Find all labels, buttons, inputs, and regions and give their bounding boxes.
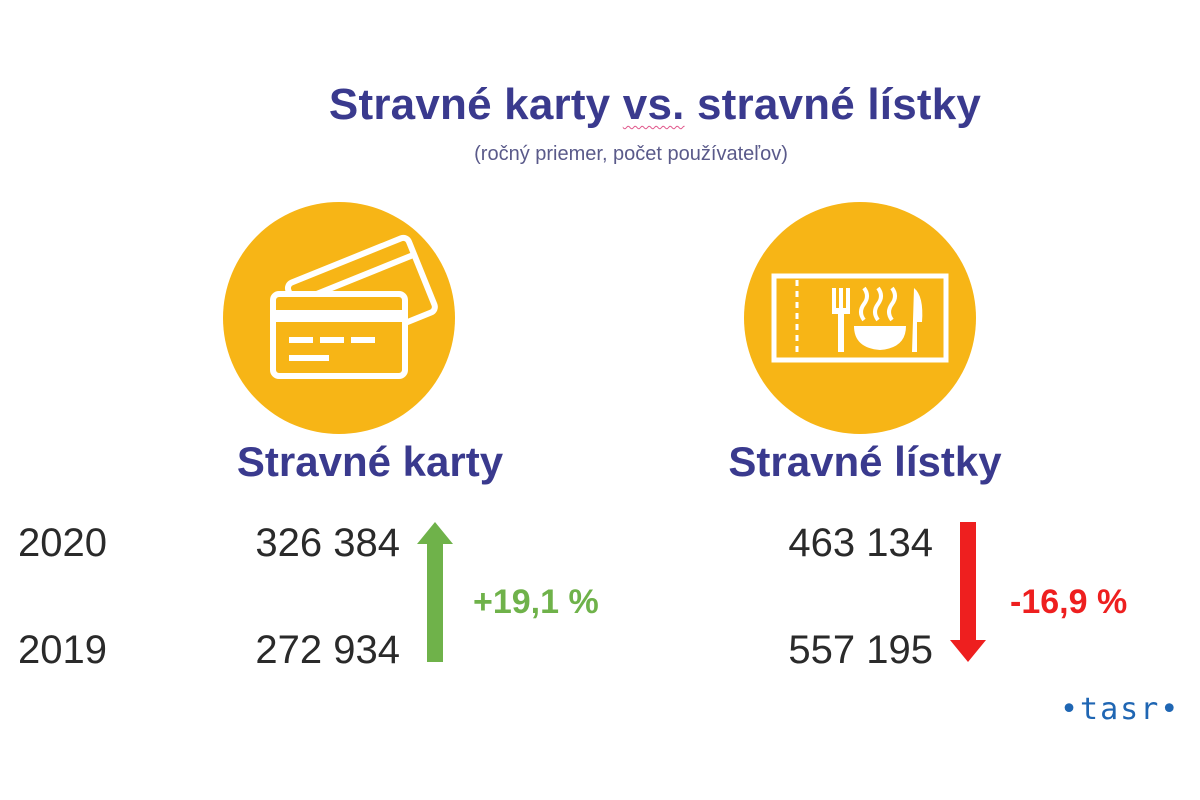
meal-ticket-icon (771, 273, 949, 363)
title-vs: vs. (622, 80, 685, 129)
cards-label: Stravné karty (236, 438, 504, 485)
year-2019-label: 2019 (18, 628, 107, 672)
tickets-icon-circle (744, 202, 976, 434)
title-part3: stravné lístky (684, 80, 982, 129)
cards-value-2019: 272 934 (255, 628, 400, 672)
tickets-value-2019: 557 195 (788, 628, 933, 672)
arrow-down-icon (950, 522, 986, 662)
page-subtitle: (ročný priemer, počet používateľov) (474, 143, 788, 165)
credit-card-icon (270, 234, 438, 379)
tasr-logo: •tasr• (1060, 692, 1181, 727)
tickets-change-badge: -16,9 % (1010, 583, 1128, 621)
tickets-value-2020: 463 134 (788, 521, 933, 565)
tickets-label: Stravné lístky (728, 438, 1002, 485)
title-part1: Stravné karty (328, 80, 623, 129)
year-2020-label: 2020 (18, 521, 107, 565)
arrow-up-icon (417, 522, 453, 662)
cards-icon-circle (223, 202, 455, 434)
cards-value-2020: 326 384 (255, 521, 400, 565)
page-title: Stravné karty vs. stravné lístky (0, 80, 1200, 130)
cards-change-badge: +19,1 % (473, 583, 599, 621)
